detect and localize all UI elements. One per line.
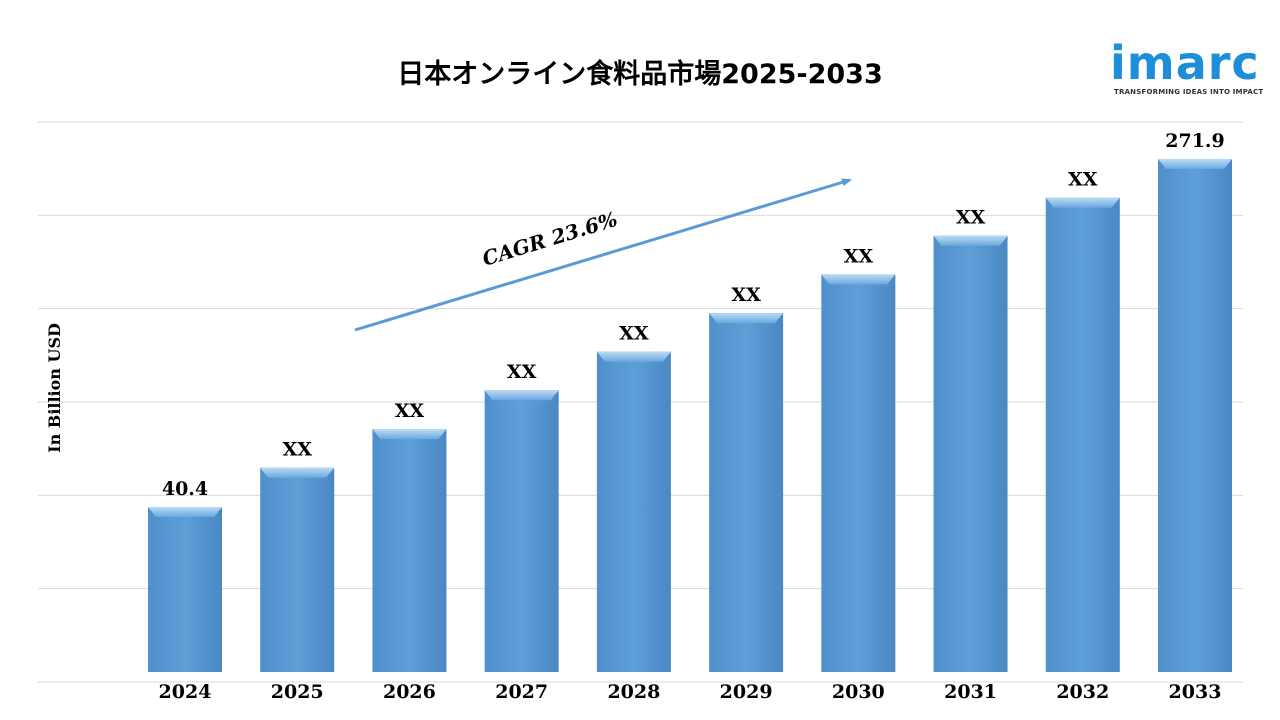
x-tick-2028: 2028	[607, 681, 660, 703]
bar-cap-2032	[1045, 197, 1120, 208]
bar-2028	[596, 351, 671, 672]
bar-cap-2026	[372, 429, 447, 440]
data-label-2025: XX	[282, 439, 312, 461]
x-tick-labels: 2024 2025 2026 2027 2028 2029 2030 2031 2032 2033	[159, 681, 1222, 703]
bar-cap-2029	[709, 313, 784, 324]
logo-word: imarc	[1110, 36, 1260, 90]
bar-2027	[484, 390, 559, 672]
data-labels: 40.4 XX XX XX XX XX XX XX XX 271.9	[162, 130, 1225, 500]
data-label-2033: 271.9	[1165, 130, 1225, 152]
data-label-2030: XX	[844, 245, 874, 267]
bar-2024	[148, 507, 222, 672]
bar-2029	[709, 313, 784, 672]
y-axis-label: In Billion USD	[45, 323, 64, 453]
bar-cap-2024	[148, 507, 222, 517]
x-tick-2024: 2024	[159, 681, 212, 703]
x-tick-2030: 2030	[832, 681, 885, 703]
data-label-2024: 40.4	[162, 478, 208, 500]
cagr-arrow	[354, 178, 852, 332]
x-tick-2033: 2033	[1169, 681, 1222, 703]
cagr-annotation: CAGR 23.6%	[354, 178, 852, 332]
bar-2033	[1158, 159, 1232, 672]
cagr-label: CAGR 23.6%	[479, 207, 620, 271]
bar-cap-2033	[1158, 159, 1232, 169]
data-label-2031: XX	[956, 207, 986, 229]
bar-2026	[372, 429, 447, 672]
bar-cap-2028	[596, 351, 671, 362]
x-tick-2027: 2027	[495, 681, 548, 703]
bar-cap-2027	[484, 390, 559, 401]
x-tick-2026: 2026	[383, 681, 436, 703]
data-label-2032: XX	[1068, 169, 1098, 191]
bar-2031	[933, 235, 1008, 673]
bar-2032	[1045, 197, 1120, 672]
x-tick-2032: 2032	[1056, 681, 1109, 703]
data-label-2029: XX	[731, 284, 761, 306]
x-tick-2031: 2031	[944, 681, 997, 703]
bar-2025	[260, 467, 335, 672]
bar-2030	[821, 274, 896, 672]
data-label-2026: XX	[395, 400, 425, 422]
bar-cap-2025	[260, 467, 335, 478]
bar-cap-2031	[933, 235, 1008, 246]
chart-title: 日本オンライン食料品市場2025-2033	[397, 59, 883, 90]
bar-cap-2030	[821, 274, 896, 285]
imarc-logo: imarc TRANSFORMING IDEAS INTO IMPACT	[1110, 34, 1264, 100]
logo-tagline: TRANSFORMING IDEAS INTO IMPACT	[1114, 88, 1264, 96]
data-label-2028: XX	[619, 323, 649, 345]
bars	[148, 159, 1232, 673]
x-tick-2025: 2025	[271, 681, 324, 703]
data-label-2027: XX	[507, 361, 537, 383]
x-tick-2029: 2029	[720, 681, 773, 703]
